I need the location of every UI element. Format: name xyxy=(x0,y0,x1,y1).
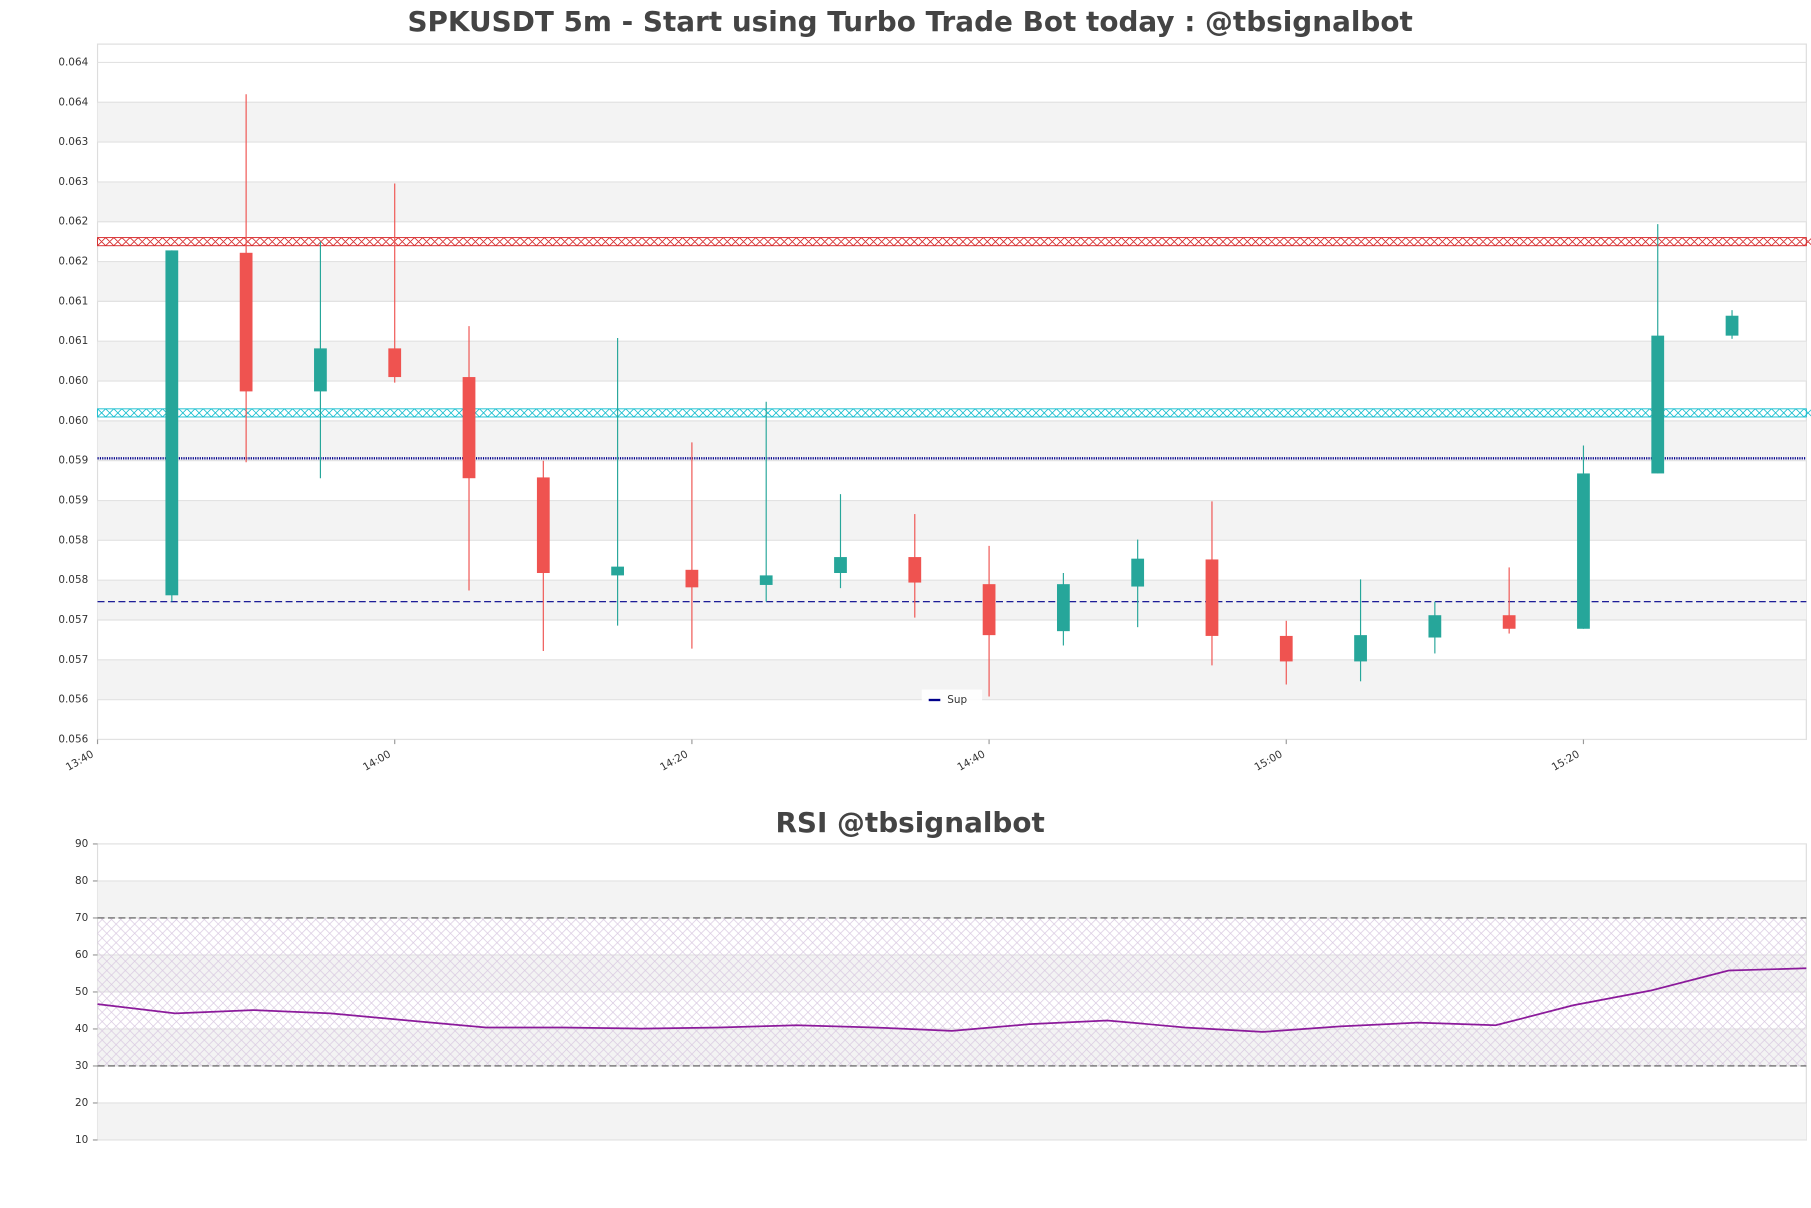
grid-band xyxy=(97,341,1807,382)
candle-body xyxy=(908,557,922,583)
candle-body xyxy=(1205,559,1219,636)
y-tick-label: 0.057 xyxy=(58,614,88,626)
rsi-title: RSI @tbsignalbot xyxy=(775,806,1044,839)
y-tick-label: 80 xyxy=(75,875,88,887)
y-tick-label: 0.064 xyxy=(58,96,88,108)
y-tick-label: 0.059 xyxy=(58,495,88,507)
candle-body xyxy=(314,348,327,392)
x-tick-label: 13:40 xyxy=(64,748,96,773)
candle-body xyxy=(685,569,699,588)
y-tick-label: 50 xyxy=(75,986,88,998)
y-tick-label: 10 xyxy=(75,1134,88,1146)
y-tick-label: 0.058 xyxy=(58,574,88,586)
y-tick-label: 70 xyxy=(75,912,88,924)
candle-body xyxy=(1056,584,1070,632)
y-tick-label: 0.059 xyxy=(58,455,88,467)
plot-area xyxy=(96,43,1807,741)
candle-body xyxy=(982,584,996,636)
y-tick-label: 60 xyxy=(75,949,88,961)
level-hatch xyxy=(97,237,1811,247)
candle-body xyxy=(1428,615,1442,638)
x-tick-label: 14:20 xyxy=(658,748,690,773)
candle-body xyxy=(388,348,402,378)
x-tick-label: 14:00 xyxy=(361,748,393,773)
y-tick-label: 0.057 xyxy=(58,654,88,666)
candle-body xyxy=(834,557,847,574)
y-tick-label: 0.058 xyxy=(58,534,88,546)
legend xyxy=(921,689,983,711)
grid-band xyxy=(97,580,1807,620)
y-tick-label: 0.063 xyxy=(58,176,88,188)
y-tick-label: 0.060 xyxy=(58,415,88,427)
level-band-rect xyxy=(97,237,1807,247)
candle-body xyxy=(1502,615,1516,629)
y-tick-label: 0.056 xyxy=(58,694,88,706)
grid-band xyxy=(97,880,1807,918)
candle-body xyxy=(1651,335,1665,474)
candle-body xyxy=(462,377,476,479)
y-tick-label: 0.061 xyxy=(58,295,88,307)
candle-body xyxy=(1354,635,1367,662)
candle-body xyxy=(1131,558,1145,587)
level-band-rect xyxy=(97,408,1807,418)
candle-body xyxy=(239,252,253,392)
y-tick-label: 90 xyxy=(75,838,88,850)
candle-body xyxy=(1279,635,1293,662)
y-tick-label: 40 xyxy=(75,1023,88,1035)
candle-body xyxy=(536,477,550,574)
grid-band xyxy=(97,1102,1807,1140)
candle-body xyxy=(1577,473,1590,629)
grid-band xyxy=(97,420,1807,461)
y-tick-label: 0.061 xyxy=(58,335,88,347)
rsi-band xyxy=(97,917,1807,1066)
grid-band xyxy=(97,181,1807,222)
level-band xyxy=(97,237,1811,247)
y-tick-label: 0.064 xyxy=(58,56,88,68)
y-tick-label: 30 xyxy=(75,1060,88,1072)
candle-body xyxy=(1725,315,1739,336)
grid-band xyxy=(97,102,1807,143)
rsi-line xyxy=(97,967,1807,1033)
grid-band xyxy=(97,500,1807,541)
y-tick-label: 0.063 xyxy=(58,136,88,148)
y-tick-label: 0.062 xyxy=(58,216,88,228)
x-tick-label: 14:40 xyxy=(955,748,987,773)
y-tick-label: 0.056 xyxy=(58,733,88,745)
y-tick-label: 0.060 xyxy=(58,375,88,387)
y-tick-label: 0.062 xyxy=(58,256,88,268)
legend-label: Sup xyxy=(947,694,967,706)
candle-body xyxy=(759,575,773,585)
x-tick-label: 15:00 xyxy=(1253,748,1285,773)
x-tick-label: 15:20 xyxy=(1550,748,1582,773)
y-tick-label: 20 xyxy=(75,1097,88,1109)
grid-band xyxy=(97,261,1807,302)
candle-body xyxy=(165,250,179,596)
chart-title: SPKUSDT 5m - Start using Turbo Trade Bot… xyxy=(407,5,1412,38)
candle-body xyxy=(611,566,624,576)
